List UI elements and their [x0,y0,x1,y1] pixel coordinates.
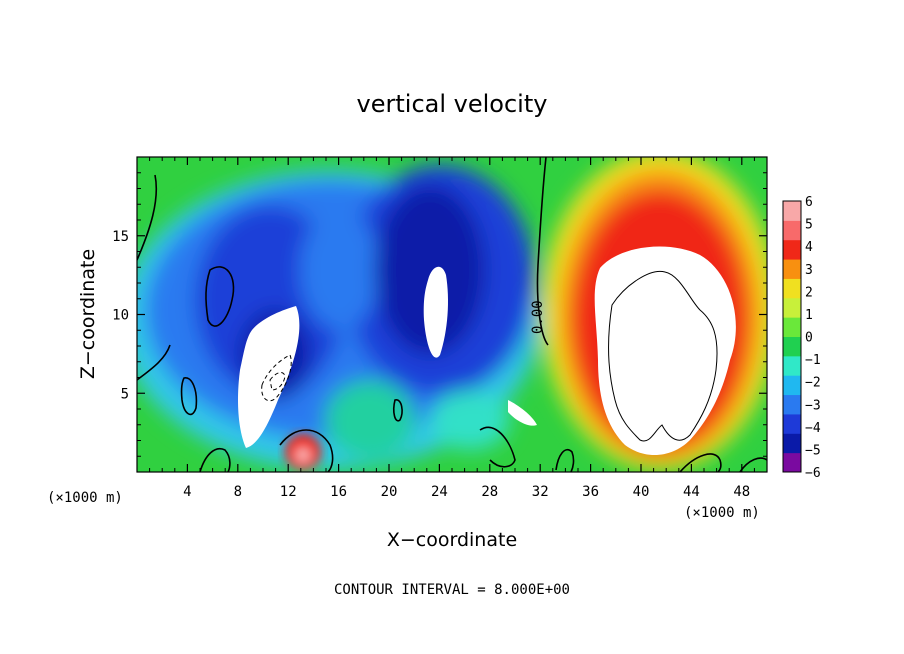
x-tick-label: 24 [431,484,448,500]
colorbar-swatch [783,278,801,299]
colorbar-swatch [783,413,801,434]
colorbar: 6 5 4 3 2 1 0 −1 −2 −3 −4 −5 −6 [782,195,821,481]
x-unit-label-right: (×1000 m) [684,505,760,521]
heatmap-field: 0.00 [137,157,767,472]
colorbar-swatch [783,452,801,473]
chart-title: vertical velocity [357,90,548,118]
colorbar-label: 3 [805,263,813,278]
y-tick-label: 10 [112,308,129,324]
colorbar-swatch [783,239,801,260]
colorbar-frame [782,200,802,473]
colorbar-label: −6 [805,466,821,481]
inner-contour [608,270,718,442]
x-unit-label-left: (×1000 m) [47,490,123,506]
colorbar-label: 4 [805,240,813,255]
x-tick-label: 44 [683,484,700,500]
colorbar-label: 5 [805,218,813,233]
colorbar-swatch [783,355,801,376]
colorbar-swatch [783,297,801,318]
colorbar-swatch [783,375,801,396]
colorbar-label: −1 [805,353,821,368]
colorbar-swatch [783,336,801,357]
core-min-downdraft-a [238,306,300,448]
x-tick-label: 4 [183,484,191,500]
colorbar-label: 1 [805,308,813,323]
contour-interval-note: CONTOUR INTERVAL = 8.000E+00 [334,582,570,598]
core-max-updraft [594,246,736,456]
colorbar-swatch [783,394,801,415]
y-axis-ticks: 5 10 15 [112,172,767,457]
y-tick-label: 15 [112,229,129,245]
x-tick-label: 32 [532,484,549,500]
dashed-contours [261,354,292,402]
x-axis-ticks: 4 8 12 16 20 24 28 32 36 40 44 48 [149,157,755,500]
colorbar-label: −4 [805,421,821,436]
x-tick-label: 40 [633,484,650,500]
colorbar-label: −5 [805,443,821,458]
colorbar-swatch [783,433,801,454]
x-tick-label: 12 [280,484,297,500]
x-tick-label: 48 [733,484,750,500]
colorbar-swatch [783,201,801,221]
x-tick-label: 8 [234,484,242,500]
colorbar-label: 6 [805,195,813,210]
colorbar-label: 0 [805,331,813,346]
colorbar-swatch [783,317,801,337]
colorbar-swatch [783,259,801,279]
colorbar-label: −2 [805,376,821,391]
y-tick-label: 5 [121,386,129,402]
colorbar-label: 2 [805,285,813,300]
contour-label: 0.00 [530,300,546,334]
core-min-downdraft-b [423,266,448,358]
x-axis-label: X−coordinate [387,529,517,551]
x-tick-label: 28 [481,484,498,500]
x-tick-label: 20 [381,484,398,500]
colorbar-swatch [783,220,801,241]
y-axis-label: Z−coordinate [77,249,99,379]
colorbar-label: −3 [805,398,821,413]
core-min-downdraft-c [508,400,537,426]
x-tick-label: 16 [330,484,347,500]
x-tick-label: 36 [582,484,599,500]
